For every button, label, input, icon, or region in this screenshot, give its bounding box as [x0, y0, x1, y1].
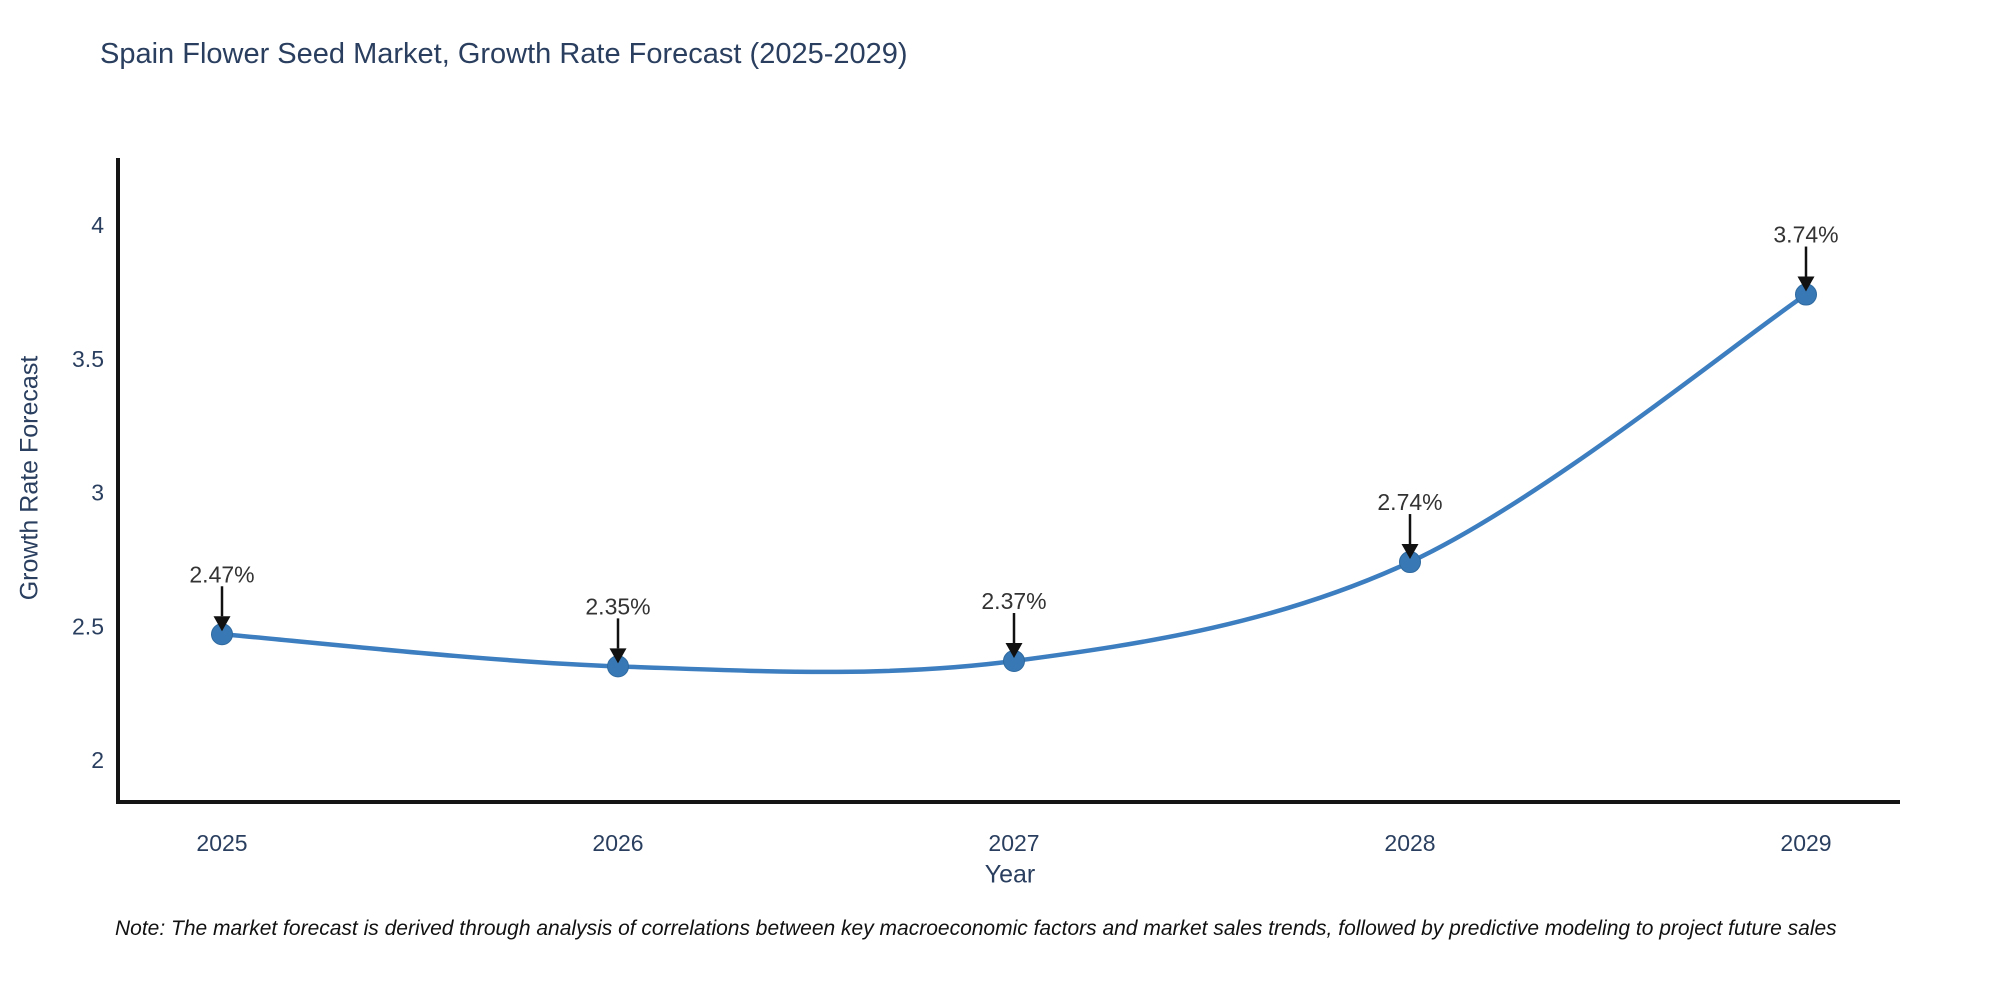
x-tick-label: 2026: [592, 830, 643, 856]
annotation-arrowhead-icon: [609, 648, 627, 664]
annotation-arrowhead-icon: [1401, 544, 1419, 560]
data-point-label: 2.74%: [1377, 489, 1442, 515]
y-tick-label: 4: [91, 212, 104, 238]
data-point-label: 3.74%: [1773, 222, 1838, 248]
x-axis-title: Year: [984, 860, 1036, 889]
data-point-label: 2.35%: [585, 593, 650, 619]
data-point-label: 2.37%: [981, 588, 1046, 614]
y-tick-label: 3: [91, 480, 104, 506]
x-tick-label: 2028: [1384, 830, 1435, 856]
y-tick-label: 2.5: [72, 613, 104, 639]
chart-title: Spain Flower Seed Market, Growth Rate Fo…: [100, 38, 908, 70]
x-tick-label: 2027: [988, 830, 1039, 856]
footnote: Note: The market forecast is derived thr…: [115, 917, 1837, 940]
data-point-label: 2.47%: [189, 561, 254, 587]
axis-lines: [116, 158, 1900, 804]
x-tick-label: 2025: [196, 830, 247, 856]
annotation-arrowhead-icon: [1005, 643, 1023, 659]
x-tick-label: 2029: [1780, 830, 1831, 856]
annotation-arrowhead-icon: [213, 616, 231, 632]
y-tick-label: 2: [91, 747, 104, 773]
annotation-arrowhead-icon: [1797, 276, 1815, 292]
y-tick-label: 3.5: [72, 346, 104, 372]
